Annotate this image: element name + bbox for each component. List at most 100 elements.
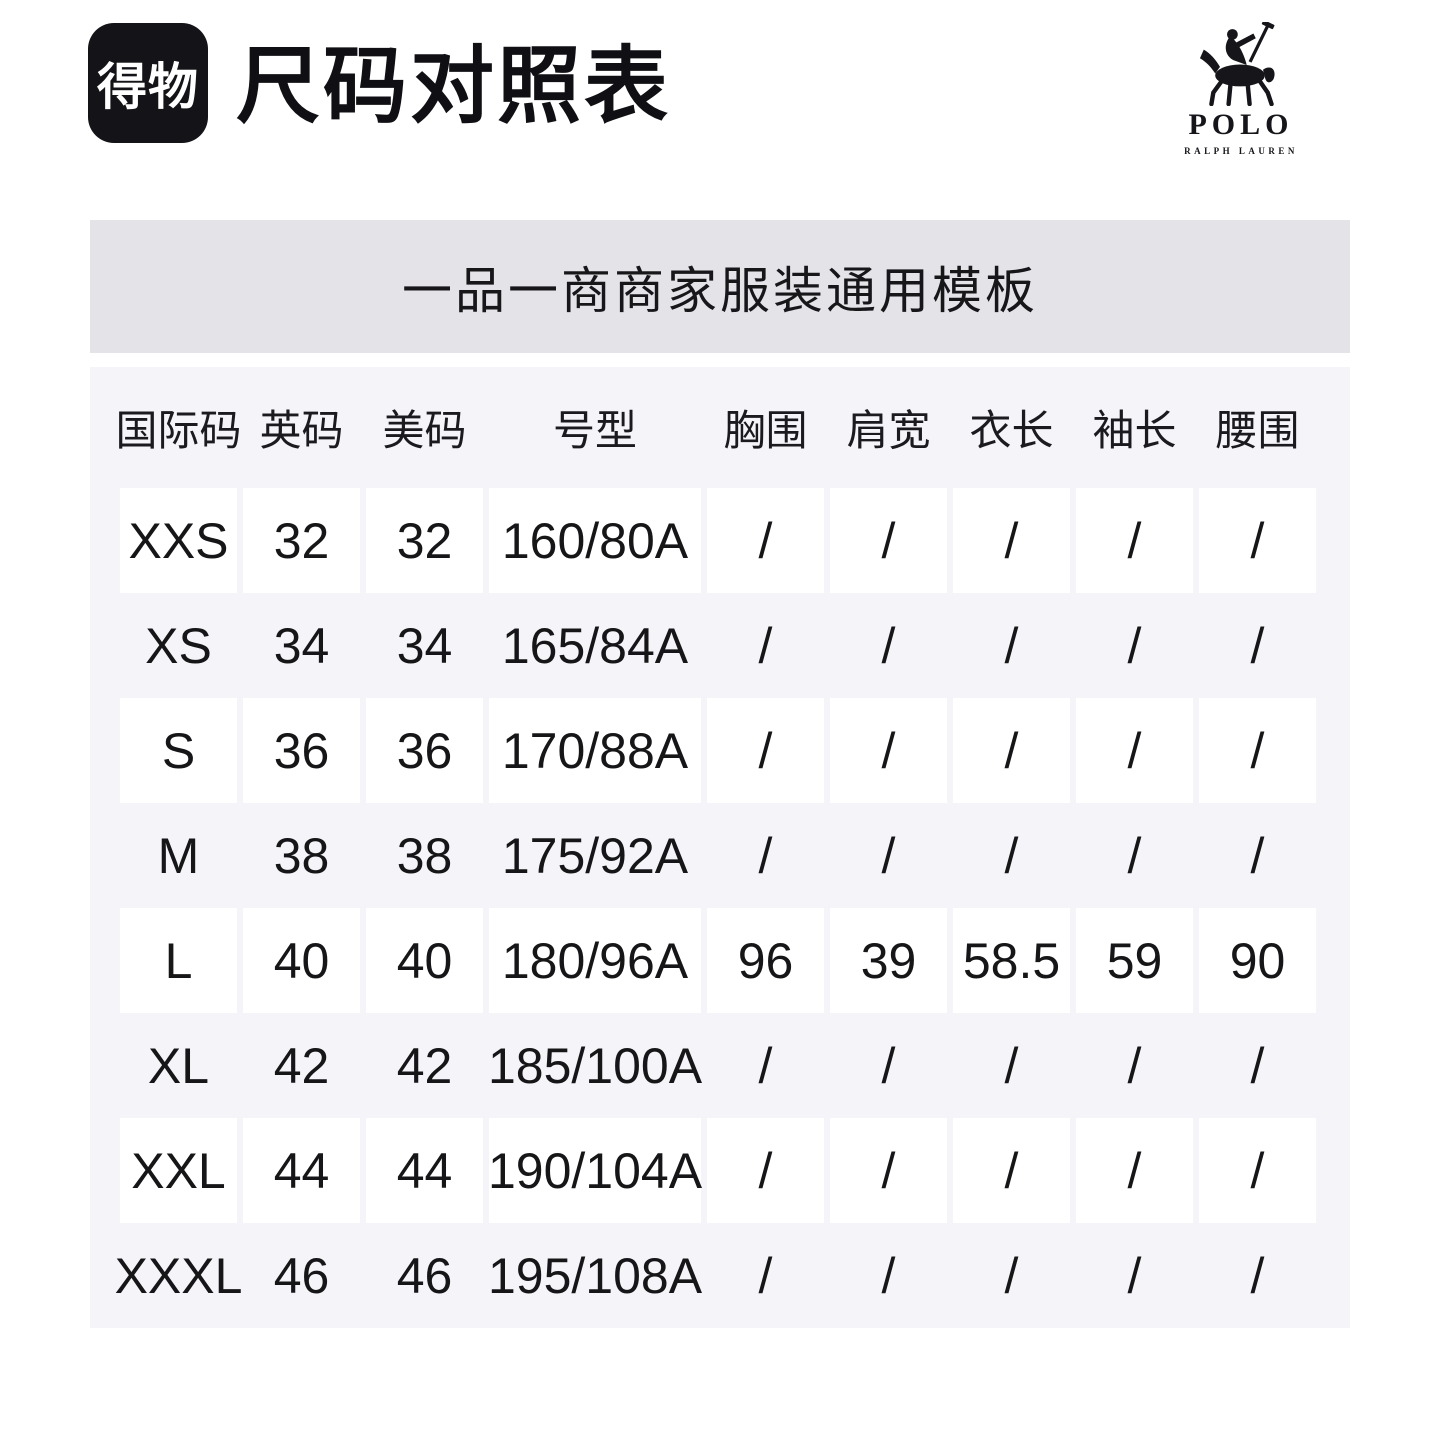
size-cell: 195/108A [487, 1247, 703, 1304]
size-cell: 38 [396, 827, 453, 884]
size-cell: S [120, 698, 237, 803]
column-header: 英码 [259, 407, 344, 454]
polo-ralph-lauren-logo: POLO RALPH LAUREN [1166, 22, 1316, 156]
size-chart-page: 得物 尺码对照表 [0, 22, 1440, 1432]
size-cell: XXS [120, 488, 237, 593]
size-cell: / [1127, 827, 1142, 884]
column-header: 袖长 [1092, 407, 1177, 454]
size-cell: / [830, 1118, 947, 1223]
size-cell: XXXL [114, 1247, 243, 1304]
size-cell: / [1004, 1247, 1019, 1304]
column-header: 腰围 [1215, 407, 1300, 454]
size-cell: / [881, 617, 896, 674]
size-cell: 42 [396, 1037, 453, 1094]
size-cell: 32 [243, 488, 360, 593]
size-cell: 40 [243, 908, 360, 1013]
size-cell: / [1199, 1118, 1316, 1223]
polo-wordmark: POLO [1188, 108, 1294, 141]
size-cell: 46 [396, 1247, 453, 1304]
size-cell: 44 [366, 1118, 483, 1223]
size-cell: / [1076, 488, 1193, 593]
size-cell: / [1127, 617, 1142, 674]
size-cell: 160/80A [489, 488, 701, 593]
size-cell: M [157, 827, 200, 884]
size-cell: / [1076, 1118, 1193, 1223]
size-cell: XS [145, 617, 212, 674]
dewu-logo: 得物 [88, 23, 208, 143]
size-cell: 34 [396, 617, 453, 674]
polo-subtitle: RALPH LAUREN [1184, 146, 1298, 156]
column-header: 国际码 [115, 407, 242, 454]
size-cell: 170/88A [489, 698, 701, 803]
size-cell: 40 [366, 908, 483, 1013]
size-row: XL 42 42 185/100A / / / / / [120, 1013, 1316, 1118]
size-cell: / [1004, 827, 1019, 884]
size-cell: / [707, 488, 824, 593]
size-cell: / [953, 488, 1070, 593]
size-cell: / [1004, 1037, 1019, 1094]
size-cell: / [1199, 698, 1316, 803]
size-cell: / [1127, 1037, 1142, 1094]
size-table-body: XXS 32 32 160/80A / / / / / XS 34 34 165/84A / / / / / S 36… [114, 488, 1316, 1328]
size-cell: / [1250, 1037, 1265, 1094]
page-title: 尺码对照表 [236, 39, 672, 133]
size-cell: / [758, 827, 773, 884]
size-cell: 190/104A [488, 1118, 702, 1223]
polo-player-icon [1199, 22, 1275, 106]
size-cell: / [953, 698, 1070, 803]
column-header: 美码 [382, 407, 467, 454]
size-cell: XXL [120, 1118, 237, 1223]
size-cell: / [881, 1037, 896, 1094]
size-cell: 36 [366, 698, 483, 803]
size-table-header: 国际码 英码 美码 号型 胸围 肩宽 衣长 袖长 腰围 [115, 367, 1316, 488]
size-cell: 44 [243, 1118, 360, 1223]
template-banner: 一品一商商家服装通用模板 [90, 220, 1350, 353]
size-cell: / [1004, 617, 1019, 674]
size-cell: 180/96A [489, 908, 701, 1013]
size-cell: / [1076, 698, 1193, 803]
size-cell: / [830, 488, 947, 593]
size-cell: / [758, 617, 773, 674]
size-row: XXXL 46 46 195/108A / / / / / [114, 1223, 1316, 1328]
size-cell: 165/84A [501, 617, 689, 674]
size-cell: 36 [243, 698, 360, 803]
size-cell: / [881, 827, 896, 884]
column-header: 号型 [552, 407, 637, 454]
size-table: 国际码 英码 美码 号型 胸围 肩宽 衣长 袖长 腰围 XXS 32 32 160/80A / / / / / X… [90, 367, 1350, 1328]
size-cell: 59 [1076, 908, 1193, 1013]
size-cell: 39 [830, 908, 947, 1013]
size-cell: L [120, 908, 237, 1013]
size-cell: 46 [273, 1247, 330, 1304]
size-cell: 185/100A [487, 1037, 703, 1094]
size-cell: XL [147, 1037, 210, 1094]
size-cell: 96 [707, 908, 824, 1013]
size-row: XS 34 34 165/84A / / / / / [120, 593, 1316, 698]
size-cell: 58.5 [953, 908, 1070, 1013]
size-cell: / [1250, 827, 1265, 884]
size-cell: 90 [1199, 908, 1316, 1013]
size-cell: / [830, 698, 947, 803]
size-cell: / [707, 698, 824, 803]
size-row: XXL 44 44 190/104A / / / / / [120, 1118, 1316, 1223]
size-cell: / [758, 1037, 773, 1094]
size-row: S 36 36 170/88A / / / / / [120, 698, 1316, 803]
size-cell: / [1199, 488, 1316, 593]
masthead: 得物 尺码对照表 [88, 22, 1352, 156]
dewu-logo-text: 得物 [97, 59, 199, 115]
size-cell: / [953, 1118, 1070, 1223]
size-cell: 38 [273, 827, 330, 884]
size-cell: 175/92A [501, 827, 689, 884]
template-banner-text: 一品一商商家服装通用模板 [402, 262, 1038, 319]
size-row: M 38 38 175/92A / / / / / [120, 803, 1316, 908]
size-cell: 42 [273, 1037, 330, 1094]
size-cell: 32 [366, 488, 483, 593]
column-header: 胸围 [723, 407, 808, 454]
size-row: L 40 40 180/96A 96 39 58.5 59 90 [120, 908, 1316, 1013]
size-cell: / [758, 1247, 773, 1304]
size-cell: / [881, 1247, 896, 1304]
size-row: XXS 32 32 160/80A / / / / / [120, 488, 1316, 593]
size-cell: / [707, 1118, 824, 1223]
size-cell: / [1250, 617, 1265, 674]
size-cell: 34 [273, 617, 330, 674]
size-cell: / [1250, 1247, 1265, 1304]
